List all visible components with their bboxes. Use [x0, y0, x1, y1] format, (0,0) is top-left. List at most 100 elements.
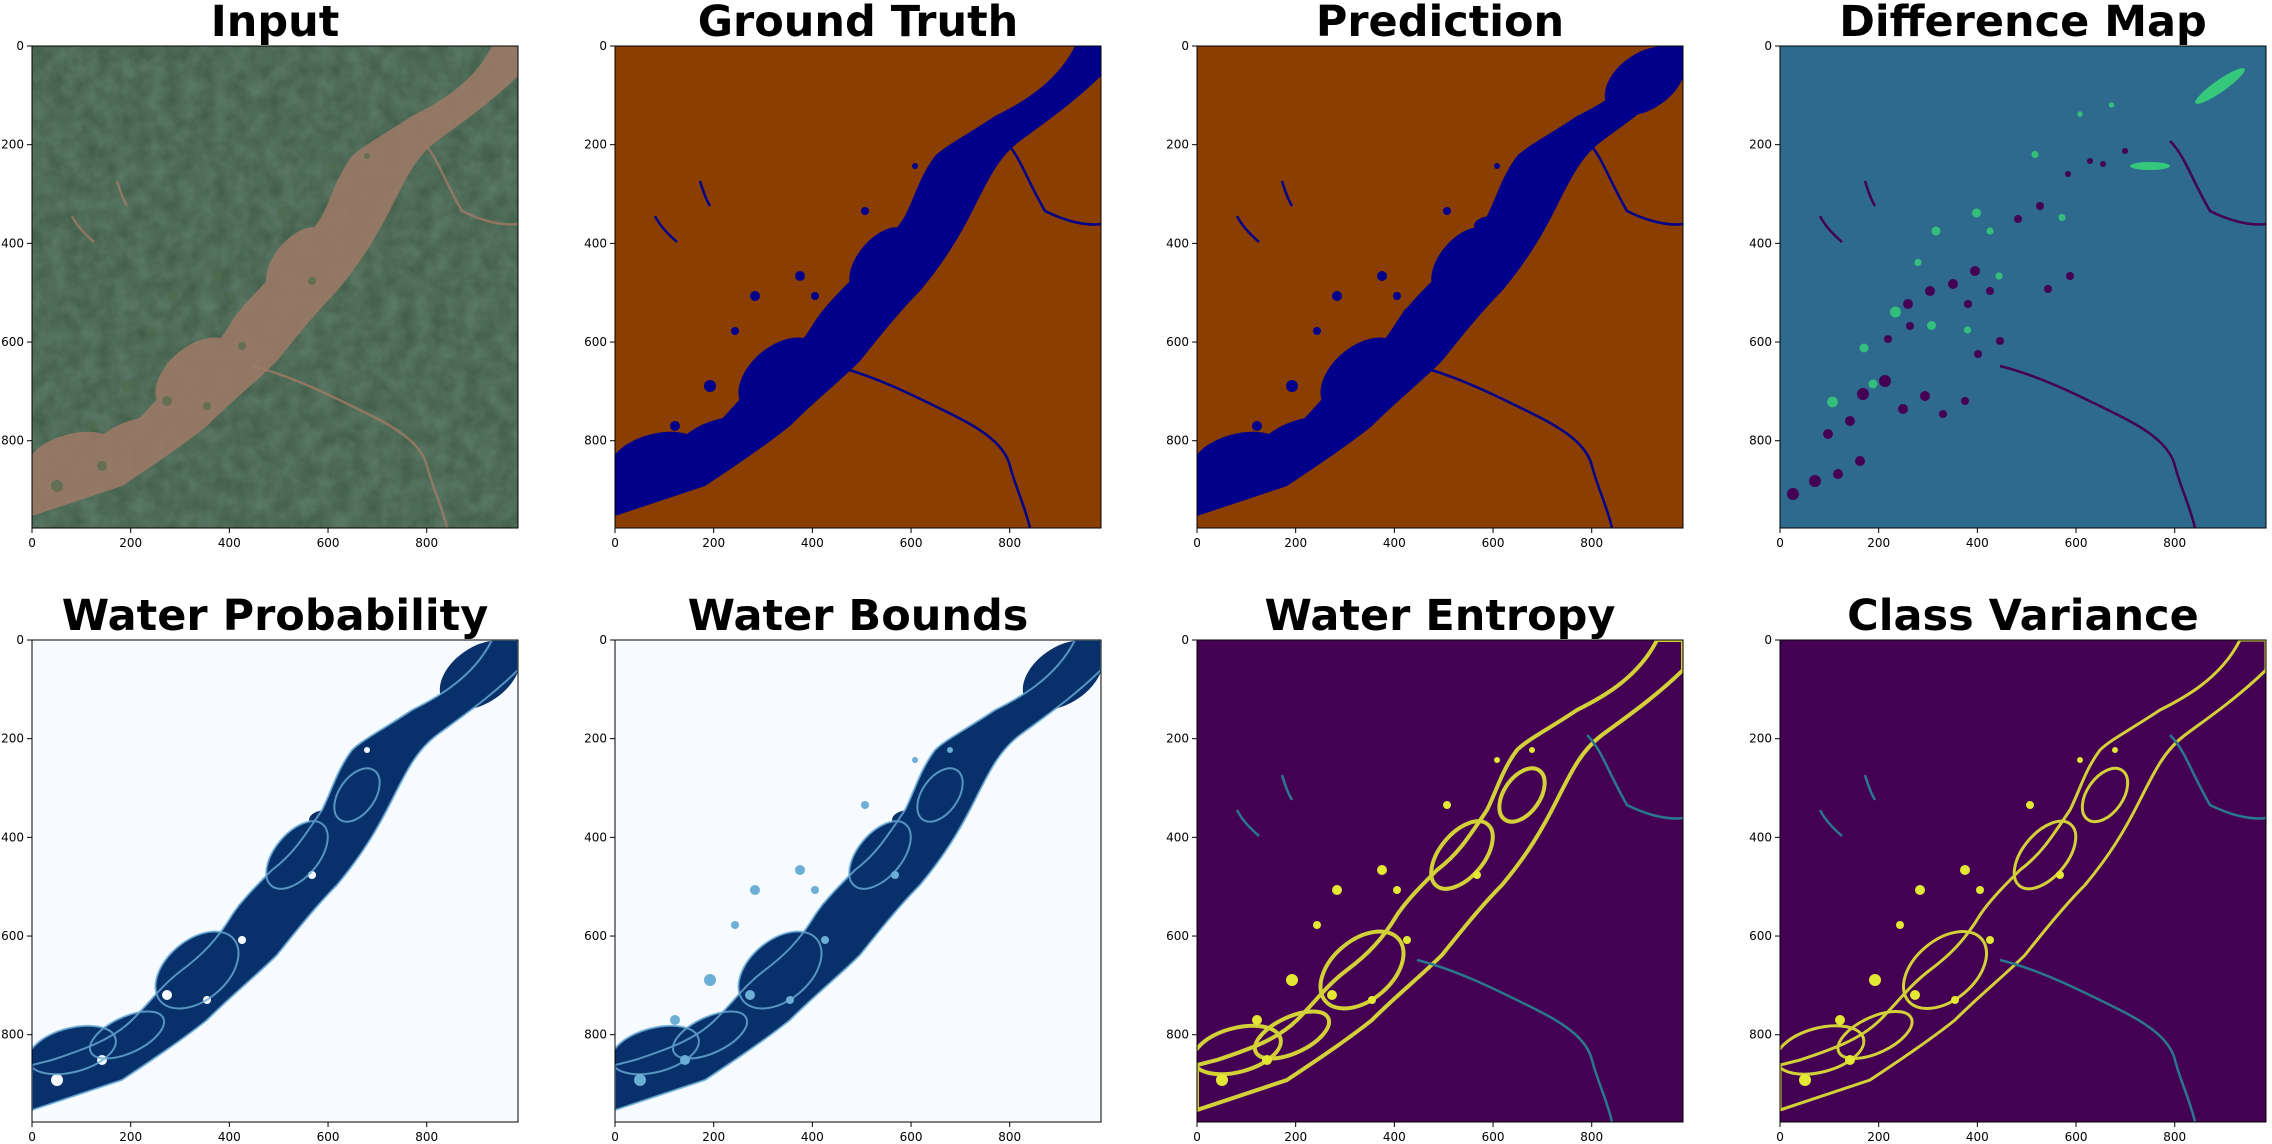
axes-frame: [1196, 639, 1684, 1123]
panel-title: Prediction: [1316, 0, 1564, 47]
y-tick-label: 200: [1749, 138, 1772, 152]
y-tick-label: 800: [1, 434, 24, 448]
y-tick-label: 600: [1166, 335, 1189, 349]
y-tick-label: 600: [1166, 929, 1189, 943]
x-tick-label: 800: [415, 1130, 438, 1144]
x-tick-label: 0: [1776, 1130, 1784, 1144]
y-tick-label: 200: [584, 732, 607, 746]
x-tick-label: 200: [119, 1130, 142, 1144]
y-tick-label: 600: [1, 929, 24, 943]
y-tick-label: 0: [1764, 633, 1772, 647]
y-tick-label: 200: [1749, 732, 1772, 746]
panel-difference: Difference Map 0 200 400 600 800 0 200 400 600 800: [1749, 0, 2267, 550]
x-tick-label: 600: [2065, 536, 2088, 550]
x-tick-label: 800: [2163, 536, 2186, 550]
x-tick-label: 600: [317, 536, 340, 550]
panel-image: [1197, 46, 1683, 528]
x-tick-label: 600: [1482, 536, 1505, 550]
axes-frame: [1779, 45, 2267, 529]
x-tick-label: 600: [900, 536, 923, 550]
y-tick-label: 400: [1749, 236, 1772, 250]
y-tick-label: 0: [599, 633, 607, 647]
x-tick-label: 600: [2065, 1130, 2088, 1144]
y-tick-label: 600: [1749, 929, 1772, 943]
x-tick-label: 0: [28, 536, 36, 550]
x-tick-label: 0: [1193, 1130, 1201, 1144]
y-tick-label: 200: [1166, 138, 1189, 152]
panel-title: Ground Truth: [698, 0, 1019, 47]
x-tick-label: 400: [801, 1130, 824, 1144]
x-tick-label: 600: [317, 1130, 340, 1144]
y-tick-label: 800: [1749, 434, 1772, 448]
y-tick-label: 400: [1749, 830, 1772, 844]
panel-groundtruth: Ground Truth 0 200 400 600 800 0 200 400 600 800: [584, 0, 1102, 550]
x-tick-label: 400: [218, 536, 241, 550]
y-tick-label: 200: [1, 732, 24, 746]
x-tick-label: 800: [1580, 536, 1603, 550]
panel-image: [1780, 46, 2266, 528]
axes-frame: [31, 639, 519, 1123]
y-tick-label: 400: [584, 830, 607, 844]
x-tick-label: 0: [1776, 536, 1784, 550]
x-tick-label: 800: [1580, 1130, 1603, 1144]
x-tick-label: 600: [1482, 1130, 1505, 1144]
y-tick-label: 200: [584, 138, 607, 152]
panel-prediction: Prediction 0 200 400 600 800 0 200 400 600 800: [1166, 0, 1684, 550]
y-tick-label: 200: [1, 138, 24, 152]
y-tick-label: 600: [1, 335, 24, 349]
x-tick-label: 0: [1193, 536, 1201, 550]
y-tick-label: 600: [1749, 335, 1772, 349]
y-tick-label: 400: [1166, 830, 1189, 844]
x-tick-label: 200: [119, 536, 142, 550]
y-tick-label: 600: [584, 335, 607, 349]
axes-frame: [31, 45, 519, 529]
x-tick-label: 800: [2163, 1130, 2186, 1144]
y-tick-label: 800: [1166, 434, 1189, 448]
panel-image: [1197, 640, 1683, 1122]
y-tick-label: 200: [1166, 732, 1189, 746]
axes-frame: [614, 45, 1102, 529]
x-tick-label: 200: [702, 536, 725, 550]
x-tick-label: 400: [1383, 536, 1406, 550]
x-tick-label: 400: [801, 536, 824, 550]
y-tick-label: 0: [599, 39, 607, 53]
x-tick-label: 400: [1966, 1130, 1989, 1144]
x-tick-label: 400: [1383, 1130, 1406, 1144]
y-tick-label: 600: [584, 929, 607, 943]
y-tick-label: 400: [1, 236, 24, 250]
panel-title: Water Probability: [62, 591, 488, 641]
panel-bounds: Water Bounds 0 200 400 600 800 0 200 400 600 800: [584, 591, 1102, 1144]
axes-frame: [1779, 639, 2267, 1123]
panel-title: Difference Map: [1839, 0, 2207, 47]
x-tick-label: 200: [1284, 536, 1307, 550]
axes-frame: [1196, 45, 1684, 529]
x-tick-label: 800: [998, 536, 1021, 550]
panel-title: Water Entropy: [1265, 591, 1616, 641]
x-tick-label: 800: [415, 536, 438, 550]
panel-title: Water Bounds: [688, 591, 1029, 641]
y-tick-label: 0: [1181, 39, 1189, 53]
y-tick-label: 400: [1166, 236, 1189, 250]
y-tick-label: 800: [584, 1028, 607, 1042]
y-tick-label: 400: [584, 236, 607, 250]
x-tick-label: 0: [611, 1130, 619, 1144]
panel-image: [32, 640, 518, 1122]
y-tick-label: 0: [1181, 633, 1189, 647]
x-tick-label: 0: [611, 536, 619, 550]
panel-image: [1780, 640, 2266, 1122]
y-tick-label: 800: [1, 1028, 24, 1042]
x-tick-label: 200: [1867, 1130, 1890, 1144]
panel-title: Class Variance: [1847, 591, 2199, 641]
x-tick-label: 600: [900, 1130, 923, 1144]
y-tick-label: 0: [16, 633, 24, 647]
y-tick-label: 800: [1166, 1028, 1189, 1042]
x-tick-label: 400: [1966, 536, 1989, 550]
panel-image: [32, 46, 518, 528]
panel-satellite: Input 0 200 400 600 800 0 200 400 600 800: [1, 0, 519, 550]
panel-variance: Class Variance 0 200 400 600 800 0 200 400 600 800: [1749, 591, 2267, 1144]
y-tick-label: 0: [1764, 39, 1772, 53]
panel-image: [615, 46, 1101, 528]
y-tick-label: 800: [584, 434, 607, 448]
x-tick-label: 200: [1867, 536, 1890, 550]
